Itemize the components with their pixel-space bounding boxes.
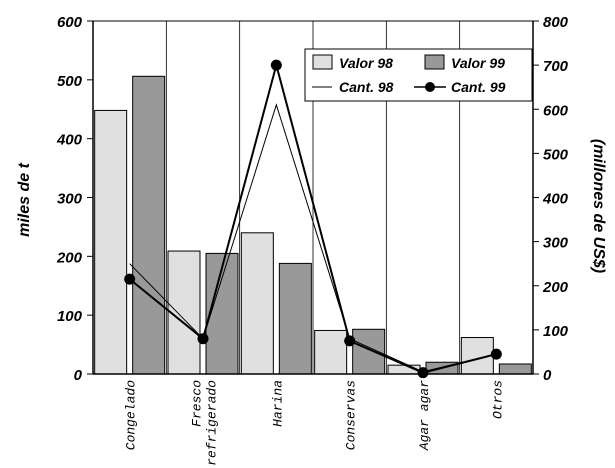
y2-tick-label: 800	[543, 14, 569, 31]
y2-tick-label: 700	[543, 58, 569, 75]
y2-tick-label: 500	[543, 146, 569, 163]
x-tick-label: Conservas	[344, 380, 359, 450]
legend-label-cant-99: Cant. 99	[451, 79, 506, 95]
legend-label-valor-99: Valor 99	[451, 55, 505, 71]
y-tick-label: 0	[74, 367, 83, 384]
y2-tick-label: 600	[543, 102, 569, 119]
y2-tick-label: 100	[543, 323, 569, 340]
bars	[94, 75, 532, 375]
bar-valor-98-congelado	[94, 109, 128, 375]
bar-valor-98-conservas	[314, 329, 348, 375]
x-tick-label: Harina	[270, 380, 285, 427]
y-tick-label: 200	[56, 249, 83, 266]
point-cant-99-fresco-refrigerado	[197, 333, 209, 345]
y2-tick-label: 400	[542, 191, 569, 208]
y2-tick-label: 200	[542, 279, 569, 296]
bar-valor-98-harina	[240, 232, 274, 375]
x-tick-label: Agar agar	[417, 380, 432, 451]
x-tick-label: Congelado	[124, 380, 139, 450]
legend-box	[304, 48, 533, 102]
legend: Valor 98 Valor 99 Cant. 98 Cant. 99	[304, 48, 533, 102]
lines	[124, 59, 502, 379]
bar-valor-98-fresco-refrigerado	[167, 250, 201, 375]
y2-axis-title: (millones de US$)	[590, 139, 607, 273]
y-tick-label: 100	[57, 308, 83, 325]
bar-valor-99-harina	[278, 262, 312, 375]
x-tick-label: refrigerado	[205, 380, 220, 466]
y-tick-label: 500	[57, 73, 83, 90]
x-tick-label: Fresco	[190, 380, 205, 427]
category-labels: Congelado Fresco refrigerado Harina Conserva…	[124, 380, 506, 466]
y-axis-title: miles de t	[16, 162, 33, 236]
point-cant-99-harina	[270, 59, 282, 71]
y-tick-label: 300	[57, 191, 83, 208]
point-cant-99-congelado	[124, 273, 136, 285]
bar-valor-99-conservas	[352, 328, 386, 375]
legend-swatch-valor-98	[312, 54, 333, 70]
x-tick-label: Otros	[490, 380, 505, 419]
y-tick-label: 600	[57, 14, 83, 31]
line-cant-99	[129, 61, 497, 374]
point-cant-99-otros	[490, 348, 502, 360]
bar-valor-99-congelado	[132, 75, 166, 375]
y2-tick-label: 300	[543, 235, 569, 252]
legend-swatch-cant-99-marker	[425, 82, 435, 92]
legend-swatch-valor-99	[424, 54, 445, 70]
point-cant-99-conservas	[344, 335, 356, 347]
y2-axis-ticks: 0 100 200 300 400 500 600 700 800	[533, 14, 569, 384]
y-tick-label: 400	[56, 132, 83, 149]
legend-label-valor-98: Valor 98	[339, 55, 393, 71]
point-cant-99-agar-agar	[417, 367, 429, 379]
legend-label-cant-98: Cant. 98	[339, 79, 394, 95]
y-axis-ticks: 0 100 200 300 400 500 600	[56, 14, 93, 384]
y2-tick-label: 0	[543, 367, 552, 384]
bar-valor-99-otros	[498, 363, 532, 375]
